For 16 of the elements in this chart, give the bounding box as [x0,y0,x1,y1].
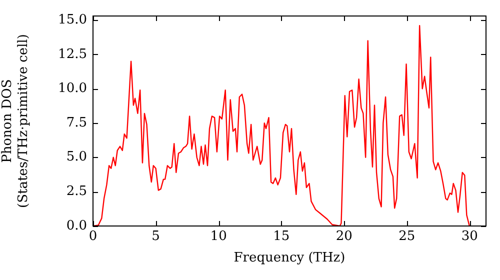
x-tick-label: 15 [273,229,290,244]
x-tick-label: 0 [88,229,98,244]
x-tick-label: 30 [461,229,478,244]
x-axis-title: Frequency (THz) [234,250,346,266]
y-axis-title: Phonon DOS (States/THz·primitive cell) [0,34,31,208]
y-tick-label: 15.0 [58,12,87,28]
x-tick-label: 5 [152,229,160,244]
y-tick-label: 5.0 [66,150,87,165]
y-tick-label: 0.0 [66,218,87,234]
y-tick-label: 7.5 [66,115,87,130]
y-tick-label: 12.5 [58,46,87,62]
x-tick-label: 25 [398,229,416,244]
y-tick-label: 10.0 [58,81,87,96]
x-tick-label: 20 [336,229,352,244]
x-tick-label: 10 [210,229,227,244]
y-tick-label: 2.5 [66,184,87,200]
